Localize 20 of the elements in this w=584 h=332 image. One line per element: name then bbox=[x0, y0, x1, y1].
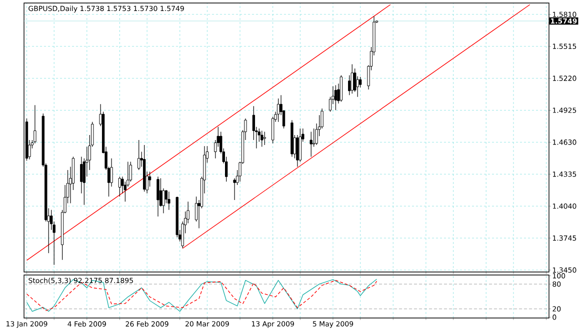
candlestick bbox=[334, 84, 338, 110]
candlestick bbox=[263, 132, 266, 146]
candlestick bbox=[138, 140, 140, 170]
candlestick bbox=[80, 156, 83, 194]
candlestick bbox=[260, 130, 264, 148]
candlestick bbox=[276, 98, 280, 122]
candlestick bbox=[118, 176, 122, 197]
candlestick bbox=[156, 176, 160, 217]
candlestick bbox=[358, 76, 362, 88]
candlestick bbox=[340, 74, 343, 102]
candlestick bbox=[233, 178, 236, 200]
candlestick bbox=[298, 128, 302, 162]
candlestick bbox=[168, 191, 170, 210]
candlestick bbox=[296, 134, 299, 167]
candlestick bbox=[271, 116, 274, 144]
candlestick bbox=[350, 64, 354, 94]
candlestick bbox=[162, 188, 165, 214]
candlestick bbox=[356, 76, 359, 98]
candlestick bbox=[310, 132, 312, 158]
candlestick bbox=[148, 171, 152, 187]
